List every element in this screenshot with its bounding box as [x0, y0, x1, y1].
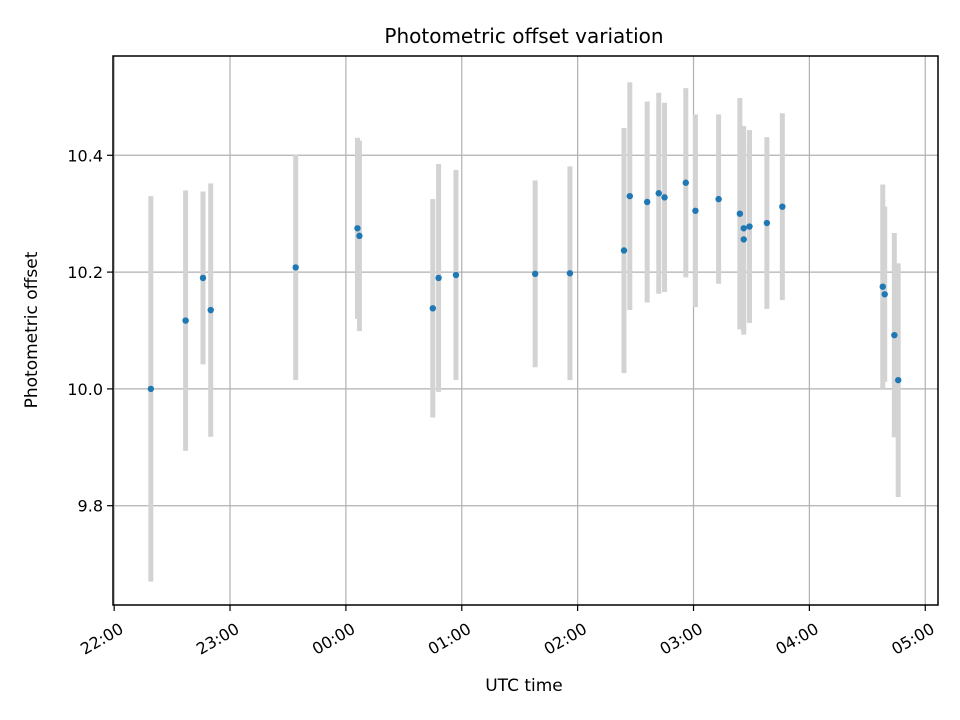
y-axis-ticks: 9.8 10.0 10.2 10.4 [67, 146, 113, 516]
data-point [147, 385, 155, 393]
y-tick-label: 10.0 [67, 380, 103, 399]
data-point [292, 264, 299, 271]
data-point [655, 190, 662, 197]
data-point [661, 194, 668, 201]
data-point [736, 210, 744, 217]
x-axis-label: UTC time [485, 676, 563, 696]
data-point [740, 225, 747, 232]
data-point [199, 274, 207, 282]
data-point [531, 270, 539, 278]
data-point [356, 232, 363, 240]
y-tick-label: 9.8 [78, 497, 103, 516]
data-point [715, 195, 722, 203]
y-axis-label: Photometric offset [22, 251, 42, 408]
data-point [435, 274, 442, 282]
data-point [566, 270, 574, 277]
data-point [682, 179, 689, 186]
data-point [452, 271, 460, 279]
data-point [354, 225, 361, 232]
data-point [692, 207, 699, 214]
data-point [746, 223, 753, 230]
y-tick-label: 10.4 [67, 146, 103, 165]
data-point [879, 283, 886, 290]
data-point [626, 192, 633, 200]
data-point [182, 317, 189, 324]
data-point [763, 219, 771, 227]
plot-frame [112, 55, 939, 606]
data-point [429, 305, 437, 312]
y-tick-label: 10.2 [67, 263, 103, 282]
data-point [891, 331, 898, 339]
data-point [881, 291, 888, 298]
data-point [779, 203, 786, 210]
data-point [620, 247, 628, 254]
data-points [147, 179, 902, 393]
data-point [207, 306, 214, 314]
data-point [740, 236, 747, 243]
chart-title: Photometric offset variation [384, 24, 663, 48]
data-point [643, 198, 651, 206]
data-point [895, 376, 902, 384]
